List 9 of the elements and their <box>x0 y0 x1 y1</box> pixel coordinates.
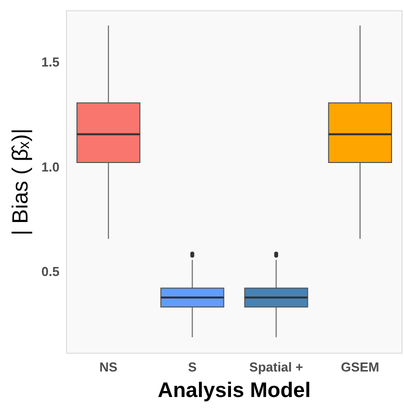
y-tick-label: 0.5 <box>41 264 60 279</box>
x-tick-label: Spatial + <box>249 360 304 375</box>
x-tick-label: S <box>188 360 197 375</box>
x-axis-title: Analysis Model <box>158 379 311 402</box>
y-axis-title: | Bias ( β̂ₓ)| <box>7 128 32 236</box>
y-tick-label: 1.5 <box>41 54 60 70</box>
x-tick-label: NS <box>99 360 118 375</box>
y-tick-label: 1.0 <box>41 159 60 174</box>
x-tick-label: GSEM <box>340 360 380 375</box>
